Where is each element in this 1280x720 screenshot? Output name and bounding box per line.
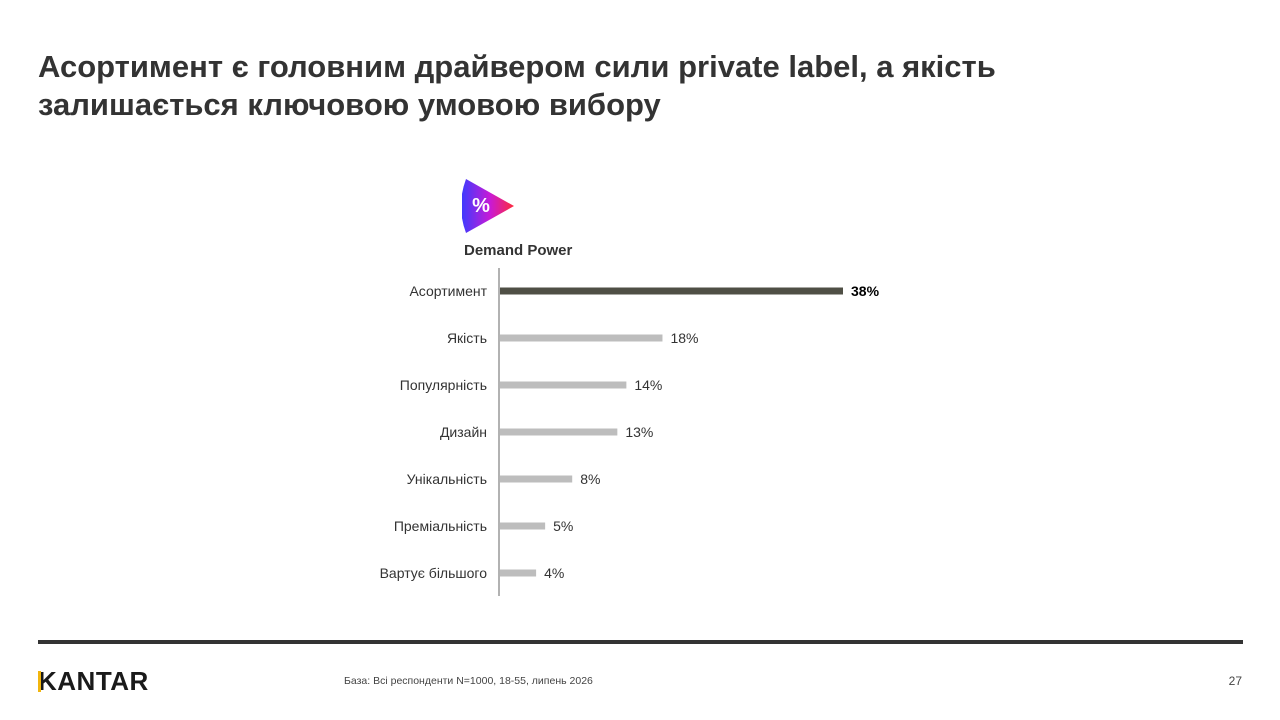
category-label: Преміальність (394, 518, 487, 534)
bar-3 (500, 381, 627, 389)
percent-triangle-icon: % (462, 179, 514, 233)
category-label: Асортимент (409, 283, 487, 299)
base-note: База: Всі респонденти N=1000, 18-55, лип… (344, 675, 593, 687)
bar-4 (500, 428, 618, 436)
category-label: Якість (447, 330, 487, 346)
category-label: Популярність (400, 377, 487, 393)
category-label: Вартує більшого (380, 565, 488, 581)
value-label: 4% (544, 565, 564, 581)
value-label: 18% (670, 330, 698, 346)
bar-1 (500, 287, 843, 295)
chart-title: Demand Power (464, 242, 573, 259)
bar-2 (500, 334, 663, 342)
slide-title: Асортимент є головним драйвером сили pri… (38, 49, 996, 122)
logo-accent-mark (38, 671, 41, 692)
value-label: 8% (580, 471, 600, 487)
footer-divider (38, 640, 1243, 644)
value-label: 13% (625, 424, 653, 440)
bar-5 (500, 475, 573, 483)
value-label: 38% (851, 283, 880, 299)
bar-6 (500, 522, 546, 530)
kantar-logo: KANTAR (38, 666, 149, 696)
percent-glyph: % (472, 195, 490, 217)
category-label: Унікальність (407, 471, 487, 487)
category-label: Дизайн (440, 424, 487, 440)
value-label: 5% (553, 518, 573, 534)
page-number: 27 (1228, 674, 1242, 688)
value-label: 14% (634, 377, 662, 393)
bar-7 (500, 569, 537, 577)
